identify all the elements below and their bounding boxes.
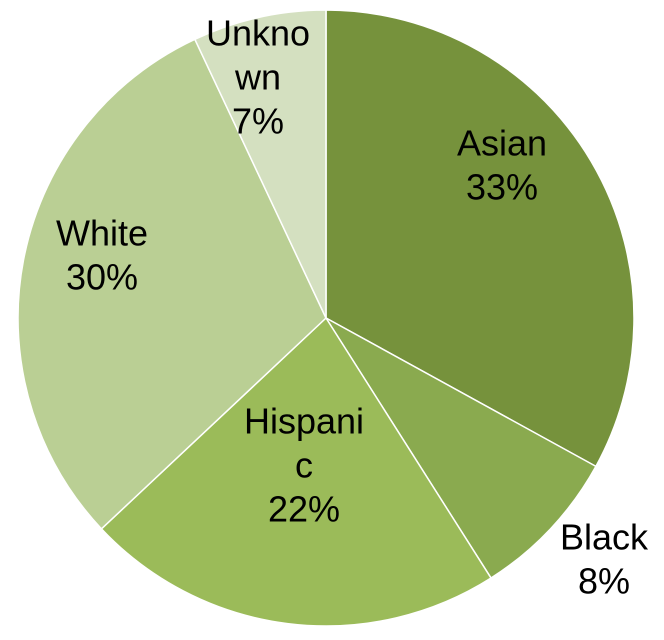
slice-percent: 8% [578,561,630,602]
pie-slice-hispanic [100,316,493,627]
slice-category: Unkno [206,13,310,54]
pie-slice-asian [325,9,635,468]
pie-slices [17,9,635,627]
pie-labels: Asian 33% Black 8% Hispani c 22% White 30% Unkno w… [56,13,649,602]
slice-percent: 33% [466,167,538,208]
slice-label-white: White 30% [56,213,148,298]
slice-percent: 22% [268,489,340,530]
slice-label-asian: Asian 33% [457,123,547,208]
slice-percent: 30% [66,257,138,298]
slice-percent: 7% [232,101,284,142]
slice-label-hispanic: Hispani c 22% [244,401,364,530]
slice-category: White [56,213,148,254]
pie-slice-white [17,38,327,530]
pie-slice-black [325,317,597,580]
slice-category: Black [560,517,649,558]
slice-category: wn [234,57,281,98]
pie-slice-unknown [193,9,327,319]
slice-label-unknown: Unkno wn 7% [206,13,310,142]
slice-category: c [295,445,313,486]
slice-label-black: Black 8% [560,517,649,602]
slice-category: Hispani [244,401,364,442]
slice-category: Asian [457,123,547,164]
